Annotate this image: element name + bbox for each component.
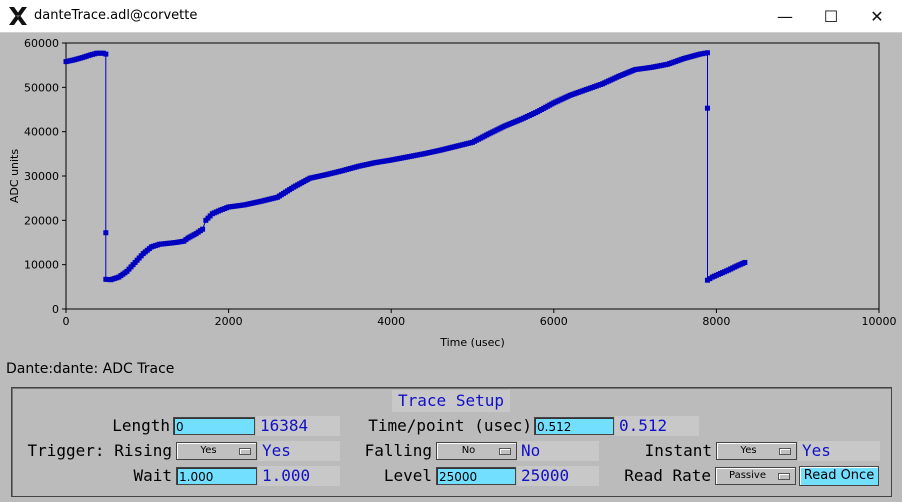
rising-menu-value: Yes — [200, 445, 217, 456]
maximize-button[interactable]: ☐ — [823, 6, 839, 26]
y-axis-label: ADC units — [8, 149, 21, 203]
series-markers — [63, 50, 748, 283]
level-input[interactable]: 25000 — [436, 467, 516, 485]
y-tick-label: 60000 — [24, 37, 59, 50]
x-tick-label: 0 — [63, 315, 70, 328]
y-tick-label: 40000 — [24, 126, 59, 139]
x-tick-label: 10000 — [862, 315, 897, 328]
length-readback: 16384 — [256, 416, 340, 436]
wait-readback: 1.000 — [258, 466, 340, 486]
data-point — [103, 230, 109, 236]
adc-trace-chart: 0 2000 4000 6000 8000 10000 0 10000 20000 30000 40… — [8, 37, 897, 349]
data-point — [103, 51, 109, 57]
level-readback: 25000 — [517, 466, 599, 486]
window-title: danteTrace.adl@corvette — [34, 8, 198, 23]
instant-menu[interactable]: Yes — [716, 442, 797, 460]
x-tick-label: 2000 — [215, 315, 243, 328]
rising-readback: Yes — [258, 441, 340, 461]
rising-menu[interactable]: Yes — [176, 442, 257, 460]
close-button[interactable]: ✕ — [870, 6, 884, 26]
menu-indicator-icon — [778, 473, 790, 480]
data-point — [704, 105, 710, 111]
timepoint-label: Time/point (usec) — [368, 416, 532, 435]
y-tick-label: 20000 — [24, 214, 59, 227]
data-point — [200, 226, 206, 232]
length-label: Length — [112, 416, 170, 435]
read-rate-menu-value: Passive — [729, 470, 766, 481]
x-window-icon — [9, 7, 27, 25]
y-tick-label: 50000 — [24, 81, 59, 94]
wait-input[interactable]: 1.000 — [176, 467, 257, 485]
plot-label: Dante:dante: ADC Trace — [6, 361, 175, 377]
instant-readback: Yes — [798, 441, 880, 461]
y-tick-label: 30000 — [24, 170, 59, 183]
x-axis-label: Time (usec) — [439, 336, 505, 349]
menu-indicator-icon — [499, 448, 511, 455]
plot-frame — [65, 42, 880, 310]
data-point — [742, 259, 748, 265]
trigger-rising-label: Trigger: Rising — [27, 441, 173, 460]
timepoint-input[interactable]: 0.512 — [534, 417, 614, 435]
trace-plot-area: 0 2000 4000 6000 8000 10000 0 10000 20000 30000 40… — [0, 33, 902, 381]
x-tick-label: 4000 — [377, 315, 405, 328]
instant-menu-value: Yes — [740, 445, 757, 456]
title-bar: danteTrace.adl@corvette — ☐ ✕ — [0, 0, 902, 33]
minimize-button[interactable]: — — [777, 6, 793, 26]
x-tick-label: 6000 — [540, 315, 568, 328]
trace-setup-title: Trace Setup — [392, 390, 510, 412]
data-point — [704, 50, 710, 56]
menu-indicator-icon — [239, 448, 251, 455]
falling-menu-value: No — [461, 445, 476, 456]
wait-label: Wait — [133, 466, 172, 485]
length-input[interactable]: 0 — [173, 417, 255, 435]
falling-readback: No — [517, 441, 599, 461]
level-label: Level — [383, 466, 432, 485]
read-rate-label: Read Rate — [624, 466, 711, 485]
menu-indicator-icon — [779, 448, 791, 455]
falling-label: Falling — [364, 441, 432, 460]
y-tick-label: 0 — [52, 303, 59, 316]
instant-label: Instant — [644, 441, 712, 460]
x-tick-label: 8000 — [702, 315, 730, 328]
timepoint-readback: 0.512 — [615, 416, 699, 436]
read-rate-menu[interactable]: Passive — [715, 467, 796, 485]
read-once-button[interactable]: Read Once — [799, 466, 879, 486]
y-tick-label: 10000 — [24, 259, 59, 272]
falling-menu[interactable]: No — [436, 442, 517, 460]
